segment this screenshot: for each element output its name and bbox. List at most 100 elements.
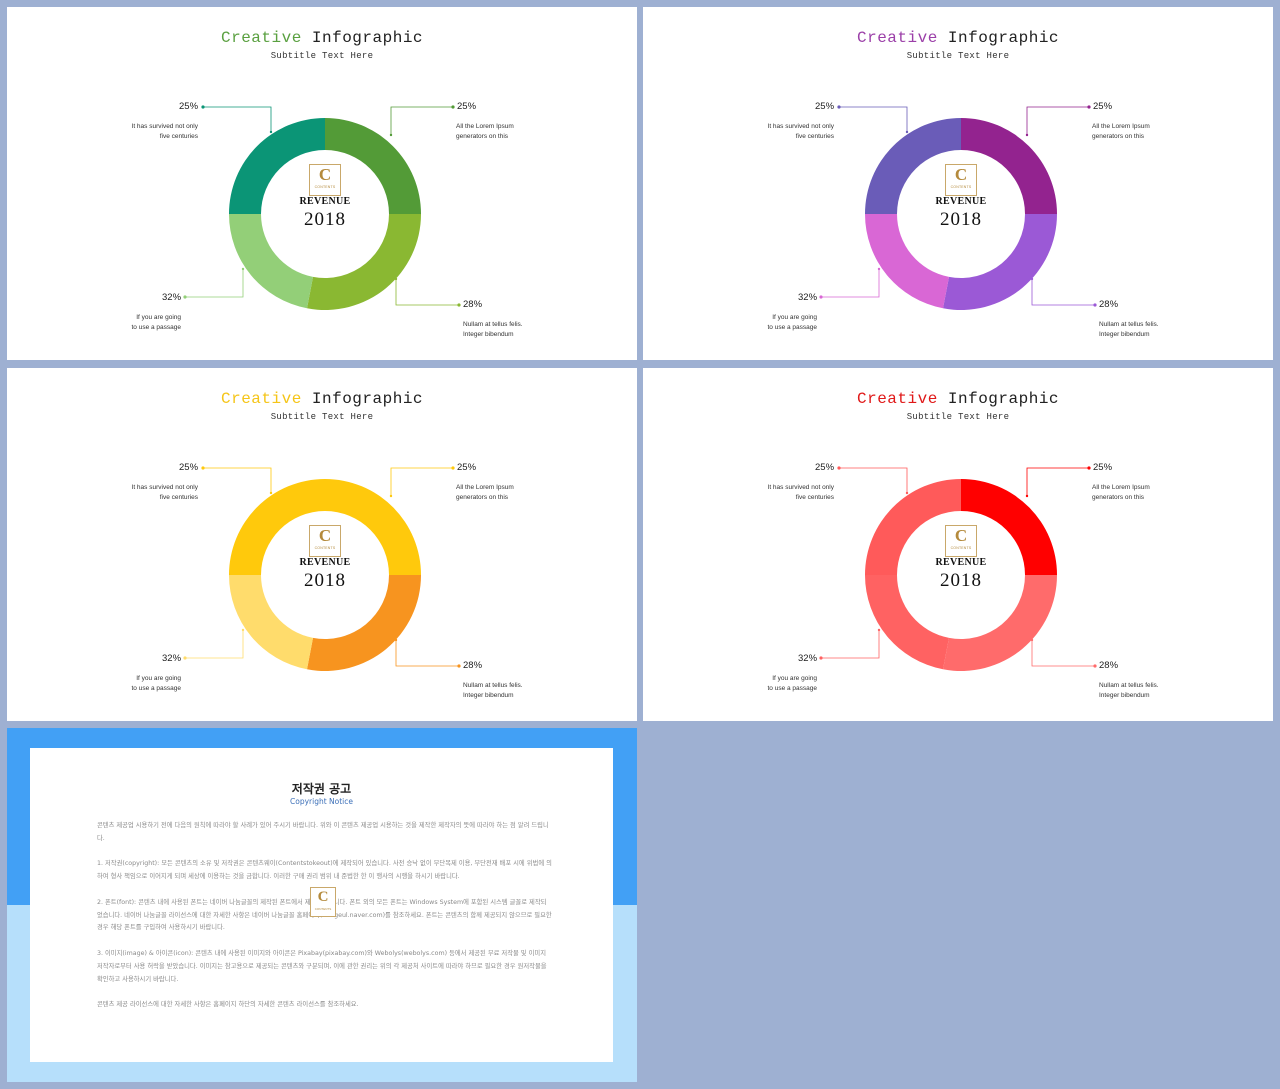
leader-dot [183,656,187,660]
segment-description-line: Nullam at tellus felis. [463,321,523,328]
donut-segment [229,575,314,670]
notice-title: 저작권 공고 [291,782,352,796]
leader-line [395,640,459,667]
contents-logo: C CONTENTS [309,525,341,557]
leader-anchor-dot [269,130,273,134]
donut-segment [229,118,325,214]
contents-logo: C CONTENTS [945,525,977,557]
segment-description: Nullam at tellus felis. Integer bibendum [1099,320,1219,340]
leader-dot [1093,303,1097,307]
center-label: REVENUE [299,557,351,568]
donut-segment [865,118,961,214]
leader-line [839,467,908,493]
copyright-notice-panel: 저작권 공고 Copyright Notice 콘텐츠 제공업 시용하기 전에 … [7,728,637,1082]
leader-anchor-dot [1025,133,1029,137]
leader-anchor-dot [389,133,393,137]
leader-anchor-dot [241,267,245,271]
leader-dot [1087,105,1091,109]
logo-tag: CONTENTS [314,907,332,911]
leader-dot [1093,664,1097,668]
leader-anchor-dot [389,494,393,498]
donut-segment [865,575,950,670]
center-label: REVENUE [935,557,987,568]
leader-anchor-dot [394,277,398,281]
slide-subtitle: Subtitle Text Here [270,51,374,61]
logo-letter: C [318,165,332,184]
leader-line [185,630,244,659]
leader-line [1026,467,1089,496]
infographic-slide-yellow: Creative Infographic Subtitle Text Here 25… [7,368,637,721]
notice-card: 저작권 공고 Copyright Notice 콘텐츠 제공업 시용하기 전에 … [30,748,613,1062]
infographic-slide-green: Creative Infographic Subtitle Text Here 25… [7,7,637,360]
segment-description-line: five centuries [159,133,198,140]
slide-title: Creative Infographic [7,29,637,47]
title-accent: Creative [856,390,938,408]
leader-line [821,630,880,659]
leader-anchor-dot [1030,277,1034,281]
donut-chart [183,105,461,311]
center-year: 2018 [940,209,982,230]
slide-subtitle: Subtitle Text Here [906,412,1010,422]
notice-body: 콘텐츠 제공업 시용하기 전에 다음의 원칙에 따라야 할 사례가 있어 주시기… [97,820,552,1025]
segment-description-line: All the Lorem Ipsum [1092,123,1150,130]
segment-description-line: generators on this [1092,494,1145,501]
title-accent: Creative [220,390,302,408]
leader-line [1031,279,1095,306]
segment-description-line: five centuries [795,494,834,501]
contents-logo: C CONTENTS [309,164,341,196]
segment-description-line: Nullam at tellus felis. [1099,682,1159,689]
leader-line [395,279,459,306]
slide-title: Creative Infographic [643,29,1273,47]
logo-tag: CONTENTS [314,546,336,550]
segment-description-line: If you are going [772,314,817,321]
leader-anchor-dot [1030,638,1034,642]
donut-segment [229,479,325,575]
notice-paragraph: 콘텐츠 제공업 시용하기 전에 다음의 원칙에 따라야 할 사례가 있어 주시기… [97,822,549,842]
leader-line [1026,106,1089,135]
segment-description-line: generators on this [456,133,509,140]
segment-percent-label: 32% [162,653,182,664]
segment-percent-label: 25% [179,101,199,112]
leader-dot [819,656,823,660]
segment-percent-label: 28% [463,299,483,310]
segment-description: Nullam at tellus felis. Integer bibendum [463,320,583,340]
segment-percent-label: 25% [1093,101,1113,112]
segment-percent-label: 28% [1099,660,1119,671]
leader-dot [183,295,187,299]
segment-description-line: five centuries [795,133,834,140]
leader-dot [201,105,205,109]
leader-dot [457,664,461,668]
notice-paragraph: 1. 저작권(copyright): 모든 콘텐츠의 소유 및 저작권은 콘텐츠… [97,860,552,881]
segment-description: It has survived not only five centuries [714,122,834,142]
leader-line [821,269,880,298]
segment-description-line: Integer bibendum [1099,331,1150,338]
leader-dot [819,295,823,299]
segment-description-line: five centuries [159,494,198,501]
leader-dot [1087,466,1091,470]
segment-description-line: All the Lorem Ipsum [456,484,514,491]
leader-anchor-dot [1025,494,1029,498]
segment-description: All the Lorem Ipsum generators on this [456,483,576,503]
segment-description: All the Lorem Ipsum generators on this [456,122,576,142]
title-rest: Infographic [937,29,1060,47]
title-rest: Infographic [301,29,424,47]
segment-percent-label: 32% [798,292,818,303]
segment-description-line: to use a passage [131,324,181,331]
donut-chart [183,466,461,671]
title-accent: Creative [856,29,938,47]
segment-description: If you are going to use a passage [61,674,181,694]
segment-description-line: If you are going [136,314,181,321]
leader-dot [837,105,841,109]
segment-percent-label: 25% [457,101,477,112]
donut-segment [307,214,421,311]
segment-description-line: Nullam at tellus felis. [463,682,523,689]
segment-description: It has survived not only five centuries [714,483,834,503]
slide-subtitle: Subtitle Text Here [906,51,1010,61]
donut-chart [819,466,1097,671]
logo-tag: CONTENTS [314,185,336,189]
notice-paragraph: 콘텐츠 제공 라이선스에 대한 자세한 사항은 홈페이지 하단의 자세한 콘텐츠… [97,1001,359,1009]
logo-letter: C [954,165,968,184]
leader-anchor-dot [877,267,881,271]
segment-description-line: It has survived not only [131,123,198,130]
segment-description: It has survived not only five centuries [78,483,198,503]
